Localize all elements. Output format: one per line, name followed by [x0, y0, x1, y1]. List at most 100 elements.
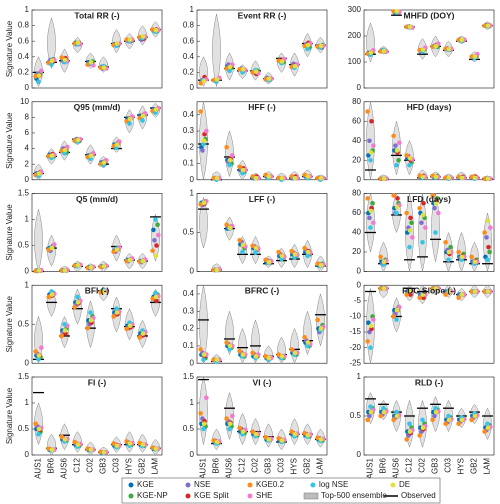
panel-title: Q95 (mm/d) — [74, 102, 121, 112]
method-dot — [140, 258, 146, 264]
method-dot — [49, 447, 55, 453]
method-dot — [410, 235, 415, 240]
y-tick-label: 0.3 — [183, 126, 195, 135]
x-tick-label: AUS6 — [392, 457, 401, 478]
legend-marker — [185, 482, 191, 488]
method-dot — [391, 133, 396, 139]
method-dot — [75, 442, 81, 447]
y-tick-label: 0.6 — [18, 36, 30, 45]
method-dot — [485, 421, 490, 427]
method-dot — [263, 354, 268, 359]
method-dot — [394, 317, 399, 322]
ensemble-violin — [47, 16, 56, 70]
method-dot — [420, 212, 426, 218]
legend-marker — [303, 492, 319, 500]
ensemble-violin — [212, 13, 221, 87]
x-tick-label: BR6 — [379, 457, 388, 473]
method-dot — [124, 326, 129, 332]
method-dot — [46, 294, 51, 300]
y-tick-label: 0 — [190, 267, 195, 276]
method-dot — [371, 143, 376, 148]
method-dot — [459, 37, 465, 43]
method-dot — [433, 43, 439, 49]
panel: 0 20 40 60 80 LFD (days) — [352, 189, 495, 276]
method-dot — [485, 257, 490, 263]
method-dot — [153, 27, 159, 33]
y-tick-label: 0 — [25, 267, 30, 276]
method-dot — [49, 292, 55, 297]
y-tick-label: 0 — [190, 450, 195, 459]
method-dot — [459, 175, 465, 181]
method-dot — [88, 265, 94, 270]
method-dot — [367, 413, 372, 419]
method-dot — [39, 345, 44, 350]
x-tick-label: C02 — [251, 457, 260, 472]
y-tick-label: 0 — [190, 358, 195, 367]
y-tick-label: 0.3 — [183, 306, 195, 315]
y-tick-label: -25 — [349, 358, 361, 367]
y-tick-label: 6 — [25, 128, 30, 137]
legend-marker — [247, 482, 253, 488]
method-dot — [443, 292, 448, 297]
legend-marker — [185, 493, 191, 499]
method-dot — [72, 304, 77, 310]
method-dot — [485, 289, 491, 294]
panel: 0 0.1 0.2 0.3 0.4 BFRC (-) — [183, 284, 328, 367]
method-dot — [446, 257, 451, 263]
ensemble-violin — [34, 208, 43, 273]
method-dot — [153, 217, 158, 222]
method-dot — [127, 121, 132, 126]
method-dot — [127, 257, 133, 263]
method-dot — [237, 164, 242, 170]
method-dot — [214, 77, 220, 82]
method-dot — [240, 249, 245, 255]
method-dot — [154, 243, 159, 248]
method-dot — [88, 153, 94, 158]
y-tick-label: 1 — [357, 372, 362, 381]
x-tick-label: AUS1 — [366, 457, 375, 478]
panel: 0 0.2 0.4 0.6 0.8 1 Signature Value Total RR (-… — [5, 5, 163, 92]
method-dot — [101, 65, 107, 71]
panel: 0 20 40 60 80 HFD (days) — [352, 97, 495, 184]
method-dot — [404, 292, 409, 297]
method-dot — [446, 175, 452, 181]
legend: KGE KGE-NP NSE KGE Split KGE0.2 SHE log NSE DE T… — [121, 477, 441, 504]
x-tick-label: BR6 — [212, 457, 221, 473]
method-dot — [276, 352, 281, 357]
method-dot — [417, 433, 422, 438]
method-dot — [75, 137, 81, 143]
y-tick-label: 0 — [357, 280, 362, 289]
y-tick-label: 0.5 — [350, 411, 362, 420]
legend-marker — [128, 493, 134, 499]
method-dot — [227, 225, 233, 231]
legend-marker — [390, 482, 396, 488]
y-tick-label: 0.6 — [183, 36, 195, 45]
y-tick-label: 20 — [352, 155, 361, 164]
method-dot — [289, 429, 294, 434]
y-tick-label: -20 — [349, 343, 361, 352]
method-dot — [36, 426, 42, 432]
method-dot — [394, 409, 399, 415]
panel: 0 0.5 1 Signature Value BFI (-) — [5, 280, 163, 367]
method-dot — [36, 357, 41, 362]
ensemble-violin — [199, 285, 208, 364]
method-dot — [62, 321, 67, 327]
panel-title: LFF (-) — [249, 194, 276, 204]
x-tick-label: GB3 — [99, 457, 108, 474]
y-tick-label: 0.2 — [18, 68, 30, 77]
method-dot — [140, 118, 145, 123]
method-dot — [396, 157, 401, 163]
x-tick-label: HYS — [290, 458, 299, 474]
method-dot — [484, 235, 489, 240]
method-dot — [368, 409, 374, 415]
method-dot — [227, 426, 232, 432]
method-dot — [198, 81, 203, 86]
method-dot — [469, 417, 474, 423]
y-tick-label: 0.8 — [183, 21, 195, 30]
method-dot — [201, 78, 207, 84]
method-dot — [153, 446, 159, 452]
method-dot — [114, 41, 120, 46]
method-dot — [114, 310, 120, 315]
method-dot — [111, 249, 116, 255]
method-dot — [227, 347, 232, 352]
